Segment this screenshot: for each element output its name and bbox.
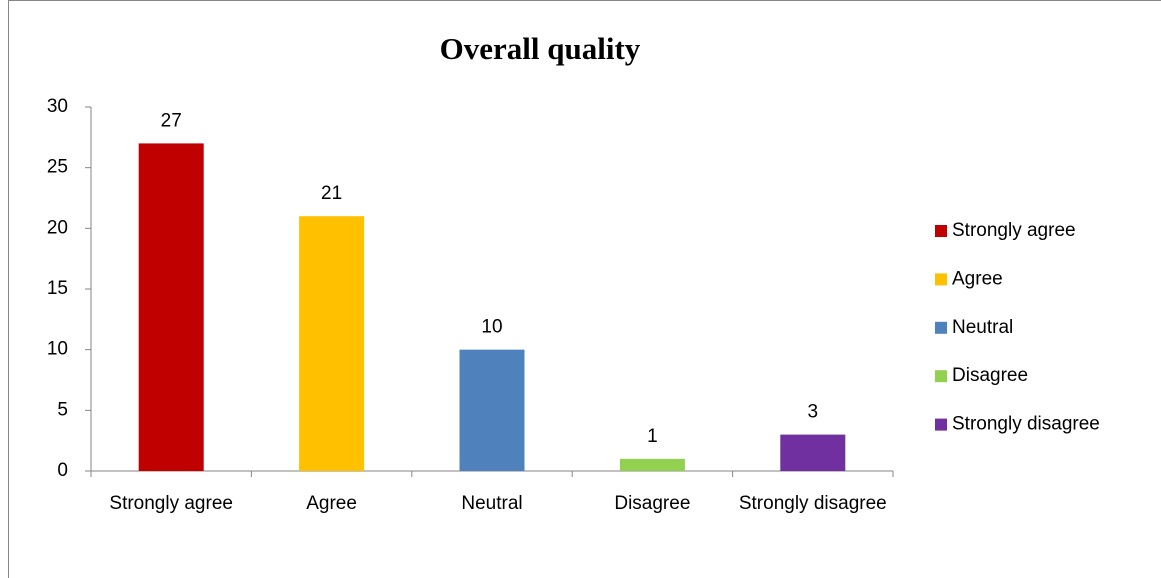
y-tick-label: 25 xyxy=(47,157,68,178)
y-tick-label: 15 xyxy=(47,278,68,299)
chart-border xyxy=(8,0,1161,578)
x-label-box: Strongly disagree xyxy=(738,493,887,514)
legend-label: Agree xyxy=(952,268,1003,289)
x-label-box: Agree xyxy=(306,493,357,514)
chart-title: Overall quality xyxy=(440,31,641,66)
bar xyxy=(459,349,525,471)
bar xyxy=(619,458,685,471)
x-tick-label: Agree xyxy=(306,493,357,514)
x-label-box: Disagree xyxy=(614,493,691,514)
y-tick-label: 30 xyxy=(47,96,68,117)
legend-label: Neutral xyxy=(952,317,1013,338)
x-tick-label: Disagree xyxy=(614,493,691,514)
x-tick-label: Neutral xyxy=(461,493,523,514)
y-tick-label: 20 xyxy=(47,217,68,238)
x-tick-label: Strongly disagree xyxy=(738,493,887,514)
legend-swatch xyxy=(935,321,947,334)
data-label: 21 xyxy=(321,183,342,204)
bar xyxy=(780,434,846,471)
data-label: 3 xyxy=(808,402,819,423)
data-label: 27 xyxy=(161,110,182,131)
x-label-box: Neutral xyxy=(461,493,523,514)
y-tick-label: 0 xyxy=(57,460,68,481)
legend-swatch xyxy=(935,225,947,237)
legend-swatch xyxy=(935,273,947,286)
data-label: 10 xyxy=(481,317,502,338)
x-label-box: Strongly agree xyxy=(109,493,233,514)
bar xyxy=(138,143,204,471)
legend-label: Strongly agree xyxy=(952,220,1076,241)
legend-label: Strongly disagree xyxy=(952,414,1100,435)
legend-label: Disagree xyxy=(952,365,1028,386)
data-label: 1 xyxy=(647,426,658,447)
bar xyxy=(299,216,365,471)
x-tick-label: Strongly agree xyxy=(109,493,233,514)
legend-swatch xyxy=(935,370,947,383)
legend-swatch xyxy=(935,418,947,431)
y-tick-label: 5 xyxy=(57,399,68,420)
y-tick-label: 10 xyxy=(47,339,68,360)
